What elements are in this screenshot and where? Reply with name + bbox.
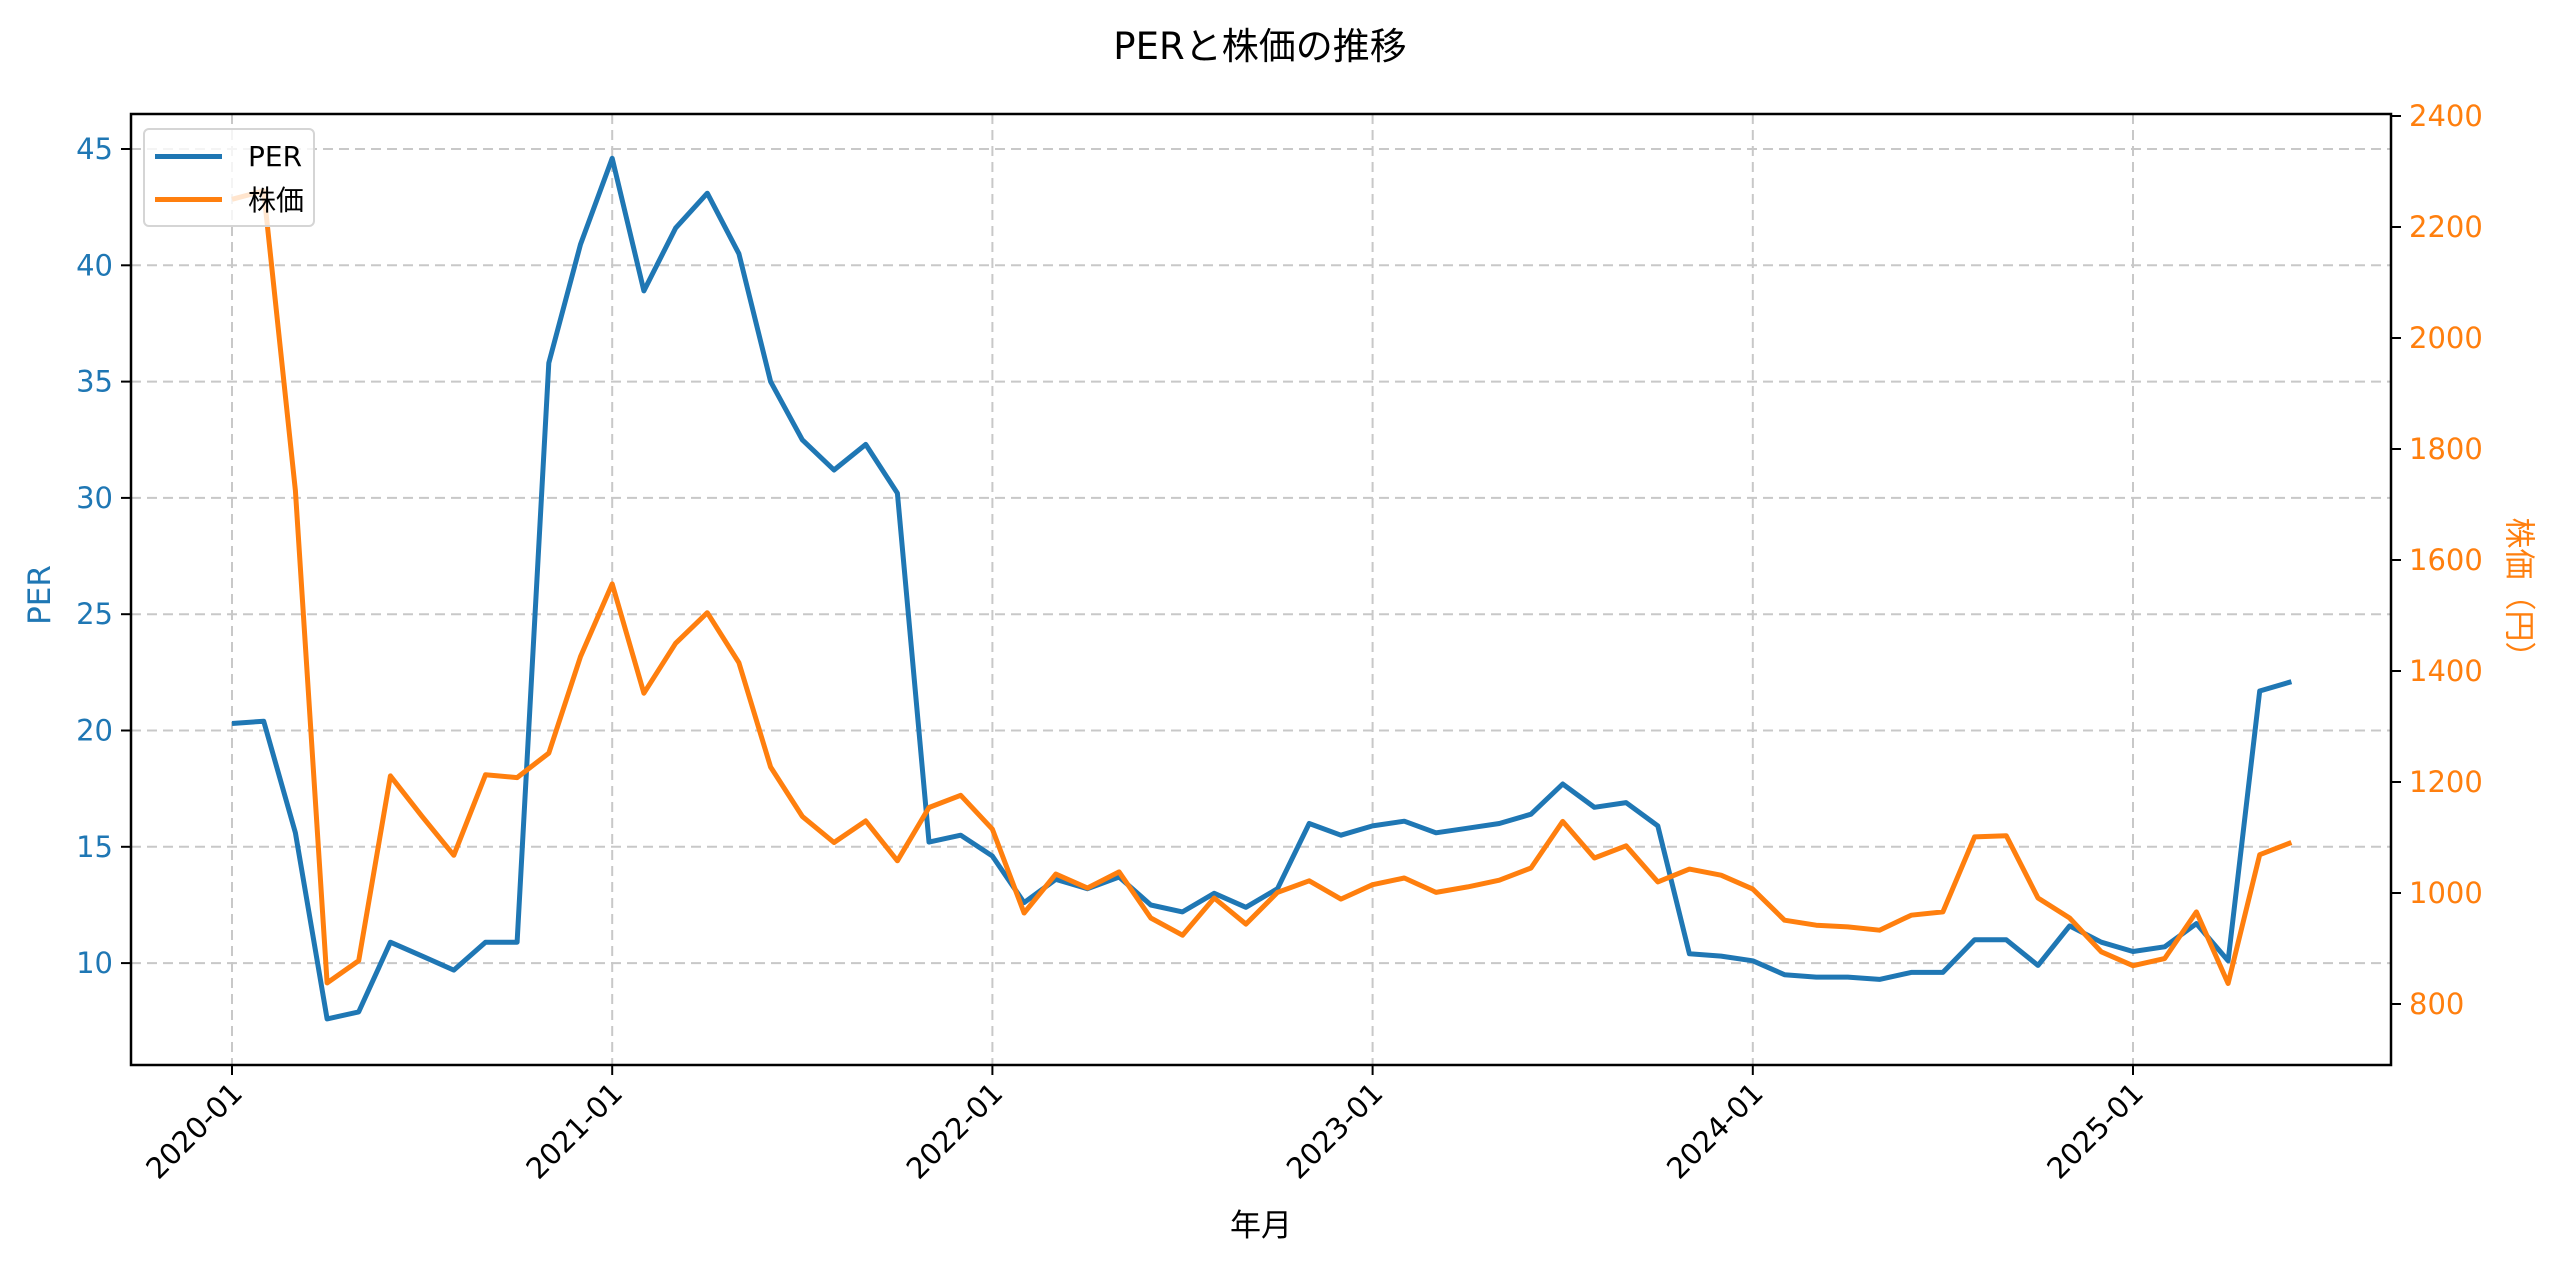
- right-tick-label: 2400: [2409, 99, 2483, 133]
- legend-swatch-price: [155, 196, 222, 202]
- x-tick-label: 2021-01: [519, 1076, 629, 1186]
- legend-label-per: PER: [248, 139, 303, 173]
- right-tick-label: 1000: [2409, 876, 2483, 910]
- series-lines: [231, 155, 2293, 1022]
- left-tick-label: 40: [76, 248, 113, 282]
- series-line-per: [231, 155, 2293, 1022]
- left-tick-label: 15: [76, 830, 113, 864]
- left-y-axis-label: PER: [22, 565, 58, 625]
- grid-lines: [131, 114, 2391, 1065]
- right-tick-label: 1600: [2409, 543, 2483, 577]
- x-axis-label: 年月: [1230, 1208, 1292, 1244]
- x-axis: 2020-01 2021-01 2022-01 2023-01 2024-01 2025-…: [139, 1065, 2150, 1186]
- x-tick-label: 2024-01: [1660, 1076, 1770, 1186]
- x-tick-label: 2023-01: [1280, 1076, 1390, 1186]
- right-tick-label: 1400: [2409, 654, 2483, 688]
- right-tick-label: 800: [2409, 987, 2464, 1021]
- left-tick-label: 25: [76, 597, 113, 631]
- left-tick-label: 10: [76, 946, 113, 980]
- legend-label-price: 株価: [248, 184, 305, 217]
- right-tick-label: 2000: [2409, 321, 2483, 355]
- legend-swatch-per: [155, 153, 222, 159]
- x-tick-label: 2025-01: [2040, 1076, 2150, 1186]
- chart-title: PERと株価の推移: [1113, 25, 1407, 68]
- left-y-axis: 10 15 20 25 30 35 40 45: [76, 132, 131, 980]
- left-tick-label: 20: [76, 714, 113, 748]
- left-tick-label: 30: [76, 481, 113, 515]
- right-y-axis: 800 1000 1200 1400 1600 1800 2000 2200 2400: [2391, 99, 2483, 1021]
- x-tick-label: 2022-01: [900, 1076, 1010, 1186]
- plot-frame: [129, 112, 2393, 1067]
- right-y-axis-label: 株価（円）: [2500, 517, 2537, 673]
- left-tick-label: 45: [76, 132, 113, 166]
- left-tick-label: 35: [76, 365, 113, 399]
- x-tick-label: 2020-01: [139, 1076, 249, 1186]
- series-line-price: [231, 188, 2293, 986]
- legend-item-price: 株価: [155, 181, 304, 217]
- legend-item-per: PER: [155, 138, 302, 174]
- right-tick-label: 1200: [2409, 765, 2483, 799]
- legend: PER 株価: [143, 128, 315, 227]
- right-tick-label: 2200: [2409, 210, 2483, 244]
- right-tick-label: 1800: [2409, 432, 2483, 466]
